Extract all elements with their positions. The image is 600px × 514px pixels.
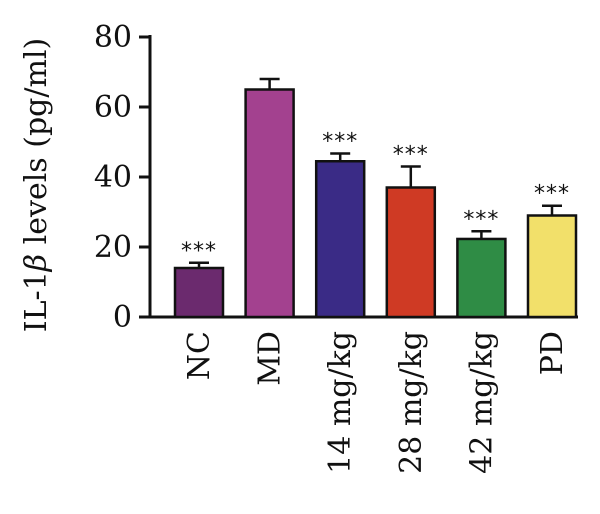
- y-tick-label: 40: [94, 160, 132, 195]
- error-bar: [471, 230, 492, 239]
- category-label: 14 mg/kg: [323, 331, 358, 474]
- category-label: 42 mg/kg: [464, 331, 499, 474]
- significance-label: ***: [463, 207, 499, 232]
- error-bar: [542, 204, 562, 216]
- category-label: PD: [535, 331, 570, 375]
- error-bar: [400, 165, 421, 188]
- category-label: NC: [182, 331, 217, 380]
- bar: [456, 237, 507, 319]
- y-axis-label: IL-1β levels (pg/ml): [19, 38, 54, 332]
- significance-label: ***: [181, 239, 217, 264]
- y-axis-label-symbol: β: [19, 254, 54, 272]
- significance-label: ***: [322, 130, 358, 155]
- bar: [314, 160, 366, 319]
- y-tick-label: 80: [94, 20, 132, 55]
- bars: [173, 88, 578, 319]
- significance-label: ***: [534, 182, 570, 207]
- bar: [173, 266, 225, 319]
- y-tick-label: 60: [94, 90, 132, 125]
- category-label: MD: [253, 331, 288, 386]
- y-ticks: 0 20 40 60 80: [94, 20, 150, 335]
- bar: [385, 186, 437, 319]
- error-bars: [189, 77, 562, 268]
- error-bar: [330, 152, 351, 162]
- significance-label: ***: [393, 143, 429, 168]
- y-axis-label-suffix: levels (pg/ml): [19, 38, 54, 254]
- significance-markers: *** *** *** *** ***: [181, 130, 570, 264]
- y-tick-label: 0: [113, 300, 132, 335]
- y-axis-label-prefix: IL-1: [19, 271, 54, 332]
- error-bar: [259, 77, 280, 90]
- y-tick-label: 20: [94, 230, 132, 265]
- category-labels: NC MD 14 mg/kg 28 mg/kg 42 mg/kg PD: [182, 331, 570, 474]
- error-bar: [189, 261, 209, 268]
- bar: [526, 214, 578, 319]
- bar: [244, 88, 295, 319]
- category-label: 28 mg/kg: [394, 331, 429, 474]
